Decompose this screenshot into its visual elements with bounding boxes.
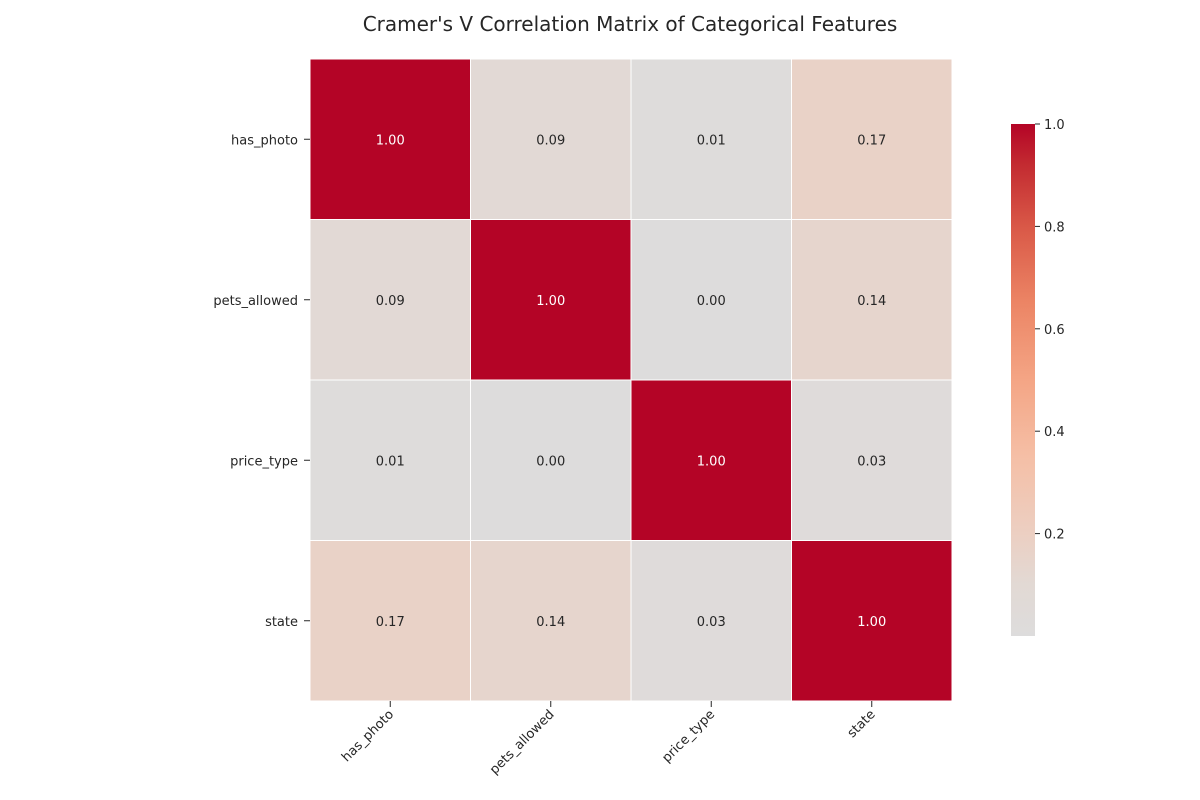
cell-value-label: 0.03: [697, 615, 726, 630]
colorbar-gradient: [1011, 124, 1035, 636]
column-tick-label: pets_allowed: [487, 707, 557, 777]
heatmap-cell: [791, 379, 953, 541]
cell-value-label: 0.09: [536, 133, 565, 148]
cell-value-label: 0.14: [857, 294, 886, 309]
cell-value-label: 1.00: [857, 615, 886, 630]
column-tick-label: price_type: [659, 707, 718, 766]
heatmap-cell: [630, 219, 792, 381]
row-tick-label: pets_allowed: [213, 294, 298, 309]
cell-value-label: 1.00: [697, 454, 726, 469]
colorbar-tick-label: 0.4: [1044, 425, 1065, 440]
row-tick-label: price_type: [230, 454, 298, 469]
column-tick-label: state: [845, 707, 879, 741]
cell-value-label: 1.00: [536, 294, 565, 309]
heatmap-plot-area: 1.00 0.09 0.01 0.17 0.09 1.00 0.00 0.14 0.01 0.00…: [309, 58, 953, 702]
cell-value-label: 0.17: [857, 133, 886, 148]
heatmap-cell: [470, 379, 632, 541]
cell-value-label: 0.17: [376, 615, 405, 630]
heatmap-cell: [791, 540, 953, 702]
column-tick-label: has_photo: [339, 707, 397, 765]
cell-value-label: 0.09: [376, 294, 405, 309]
colorbar: 0.2 0.4 0.6 0.8 1.0: [1011, 118, 1065, 636]
heatmap-cell: [470, 540, 632, 702]
chart-title: Cramer's V Correlation Matrix of Categor…: [363, 12, 898, 36]
colorbar-tick-label: 0.8: [1044, 220, 1065, 235]
cell-value-label: 0.01: [697, 133, 726, 148]
row-tick-label: state: [265, 615, 298, 630]
heatmap-cell: [470, 219, 632, 381]
colorbar-tick-label: 0.2: [1044, 528, 1065, 543]
heatmap-cell: [470, 58, 632, 220]
cell-value-label: 0.14: [536, 615, 565, 630]
colorbar-tick-label: 1.0: [1044, 118, 1065, 133]
heatmap-cell: [791, 219, 953, 381]
row-tick-label: has_photo: [231, 133, 298, 148]
colorbar-ticks: 0.2 0.4 0.6 0.8 1.0: [1035, 118, 1065, 543]
colorbar-tick-label: 0.6: [1044, 323, 1065, 338]
cell-value-label: 0.03: [857, 454, 886, 469]
cell-value-label: 1.00: [376, 133, 405, 148]
heatmap-cell: [309, 219, 471, 381]
cell-value-label: 0.01: [376, 454, 405, 469]
heatmap-cell: [630, 58, 792, 220]
cell-value-label: 0.00: [536, 454, 565, 469]
heatmap-cell: [791, 58, 953, 220]
cell-value-label: 0.00: [697, 294, 726, 309]
heatmap-cell: [309, 540, 471, 702]
column-labels: has_photo pets_allowed price_type state: [339, 701, 879, 778]
heatmap-cell: [309, 58, 471, 220]
heatmap-cell: [630, 540, 792, 702]
